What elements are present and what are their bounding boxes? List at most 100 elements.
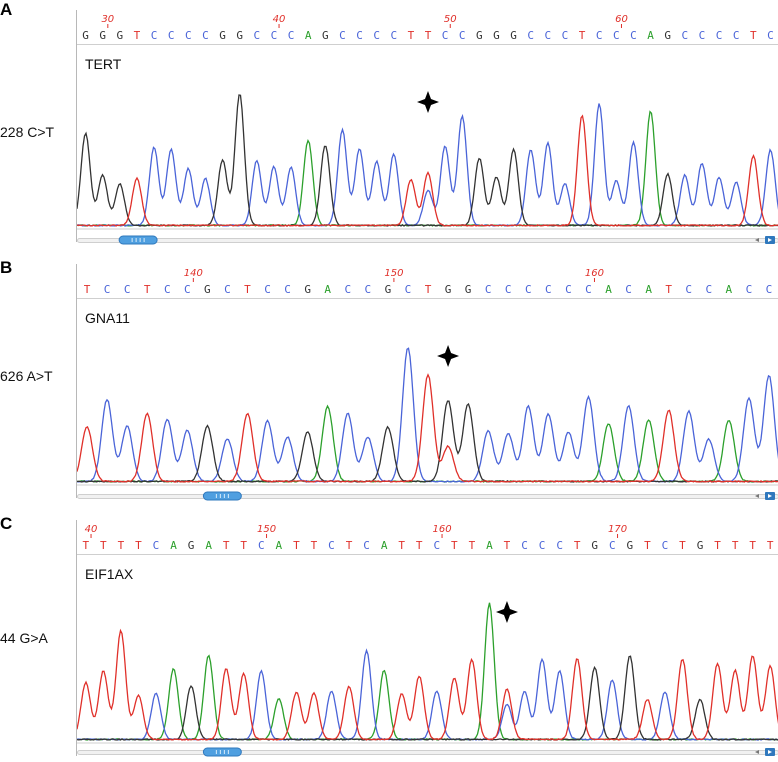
base-letter: T xyxy=(425,283,432,296)
scrollbar-thumb[interactable] xyxy=(119,236,157,244)
base-letter: T xyxy=(84,283,91,296)
base-letter: T xyxy=(134,29,141,42)
base-letter: T xyxy=(714,539,721,552)
base-letter: T xyxy=(398,539,405,552)
base-letter: A xyxy=(170,539,177,552)
base-letter: C xyxy=(164,283,171,296)
trace-line-a xyxy=(77,406,778,482)
trace-line-t xyxy=(77,375,778,482)
scrollbar-thumb[interactable] xyxy=(203,748,241,756)
position-number: 160 xyxy=(432,524,451,535)
base-letter: C xyxy=(373,29,380,42)
base-letter: C xyxy=(344,283,351,296)
scrollbar-track[interactable] xyxy=(78,751,778,755)
base-letter: T xyxy=(293,539,300,552)
base-letter: C xyxy=(168,29,175,42)
base-letter: C xyxy=(153,539,160,552)
base-letter: G xyxy=(322,29,329,42)
base-letter: C xyxy=(328,539,335,552)
base-letter: C xyxy=(562,29,569,42)
base-letter: A xyxy=(324,283,331,296)
position-number: 40 xyxy=(85,524,98,535)
base-letter: T xyxy=(416,539,423,552)
base-letter: T xyxy=(579,29,586,42)
base-letter: T xyxy=(311,539,318,552)
scrollbar-svg[interactable] xyxy=(77,747,778,757)
base-letter: A xyxy=(381,539,388,552)
base-letter: C xyxy=(746,283,753,296)
scrollbar-track[interactable] xyxy=(78,495,778,499)
base-letter: C xyxy=(565,283,572,296)
base-letter: C xyxy=(253,29,260,42)
position-number: 140 xyxy=(184,268,203,279)
base-letter: G xyxy=(510,29,517,42)
base-letter: C xyxy=(699,29,706,42)
base-letter: T xyxy=(469,539,476,552)
base-letter: C xyxy=(505,283,512,296)
base-letter: C xyxy=(363,539,370,552)
trace-scrollbar[interactable] xyxy=(77,744,778,754)
base-letter: T xyxy=(451,539,458,552)
scrollbar-svg[interactable] xyxy=(77,491,778,501)
position-number: 40 xyxy=(273,14,286,25)
base-letter: C xyxy=(766,283,773,296)
base-letter: T xyxy=(574,539,581,552)
base-letter: A xyxy=(205,539,212,552)
base-letter: T xyxy=(767,539,774,552)
base-letter: T xyxy=(244,283,251,296)
base-letter: A xyxy=(645,283,652,296)
base-letter: T xyxy=(408,29,415,42)
base-letter: G xyxy=(116,29,123,42)
base-letter: G xyxy=(591,539,598,552)
trace-line-a xyxy=(77,603,778,740)
trace-scrollbar[interactable] xyxy=(77,488,778,498)
base-letter: T xyxy=(118,539,125,552)
base-letter: C xyxy=(151,29,158,42)
base-letter: T xyxy=(665,283,672,296)
scrollbar-thumb[interactable] xyxy=(203,492,241,500)
base-letter: C xyxy=(705,283,712,296)
base-letter: C xyxy=(405,283,412,296)
base-letter: C xyxy=(630,29,637,42)
base-letter: C xyxy=(284,283,291,296)
base-letter: T xyxy=(82,539,89,552)
base-letter: T xyxy=(144,283,151,296)
base-letter: C xyxy=(459,29,466,42)
base-letter: A xyxy=(605,283,612,296)
base-letter: G xyxy=(493,29,500,42)
base-letter: T xyxy=(504,539,511,552)
position-number: 150 xyxy=(384,268,403,279)
base-letter: T xyxy=(223,539,230,552)
position-number: 50 xyxy=(444,14,457,25)
base-letter: T xyxy=(346,539,353,552)
base-letter: G xyxy=(627,539,634,552)
base-letter: C xyxy=(442,29,449,42)
base-letter: G xyxy=(82,29,89,42)
base-letter: C xyxy=(202,29,209,42)
base-letter: T xyxy=(135,539,142,552)
trace-scrollbar[interactable] xyxy=(77,232,778,242)
base-letter: T xyxy=(240,539,247,552)
base-letter: C xyxy=(271,29,278,42)
scrollbar-track[interactable] xyxy=(78,239,778,243)
base-letter: C xyxy=(527,29,534,42)
base-letter: C xyxy=(339,29,346,42)
scrollbar-svg[interactable] xyxy=(77,235,778,245)
base-letter: C xyxy=(433,539,440,552)
base-letter: G xyxy=(697,539,704,552)
base-letter: C xyxy=(733,29,740,42)
base-letter: C xyxy=(365,283,372,296)
base-letter: C xyxy=(521,539,528,552)
base-letter: T xyxy=(750,29,757,42)
base-letter: C xyxy=(556,539,563,552)
star-icon xyxy=(437,345,459,367)
position-number: 150 xyxy=(257,524,276,535)
base-letter: C xyxy=(258,539,265,552)
